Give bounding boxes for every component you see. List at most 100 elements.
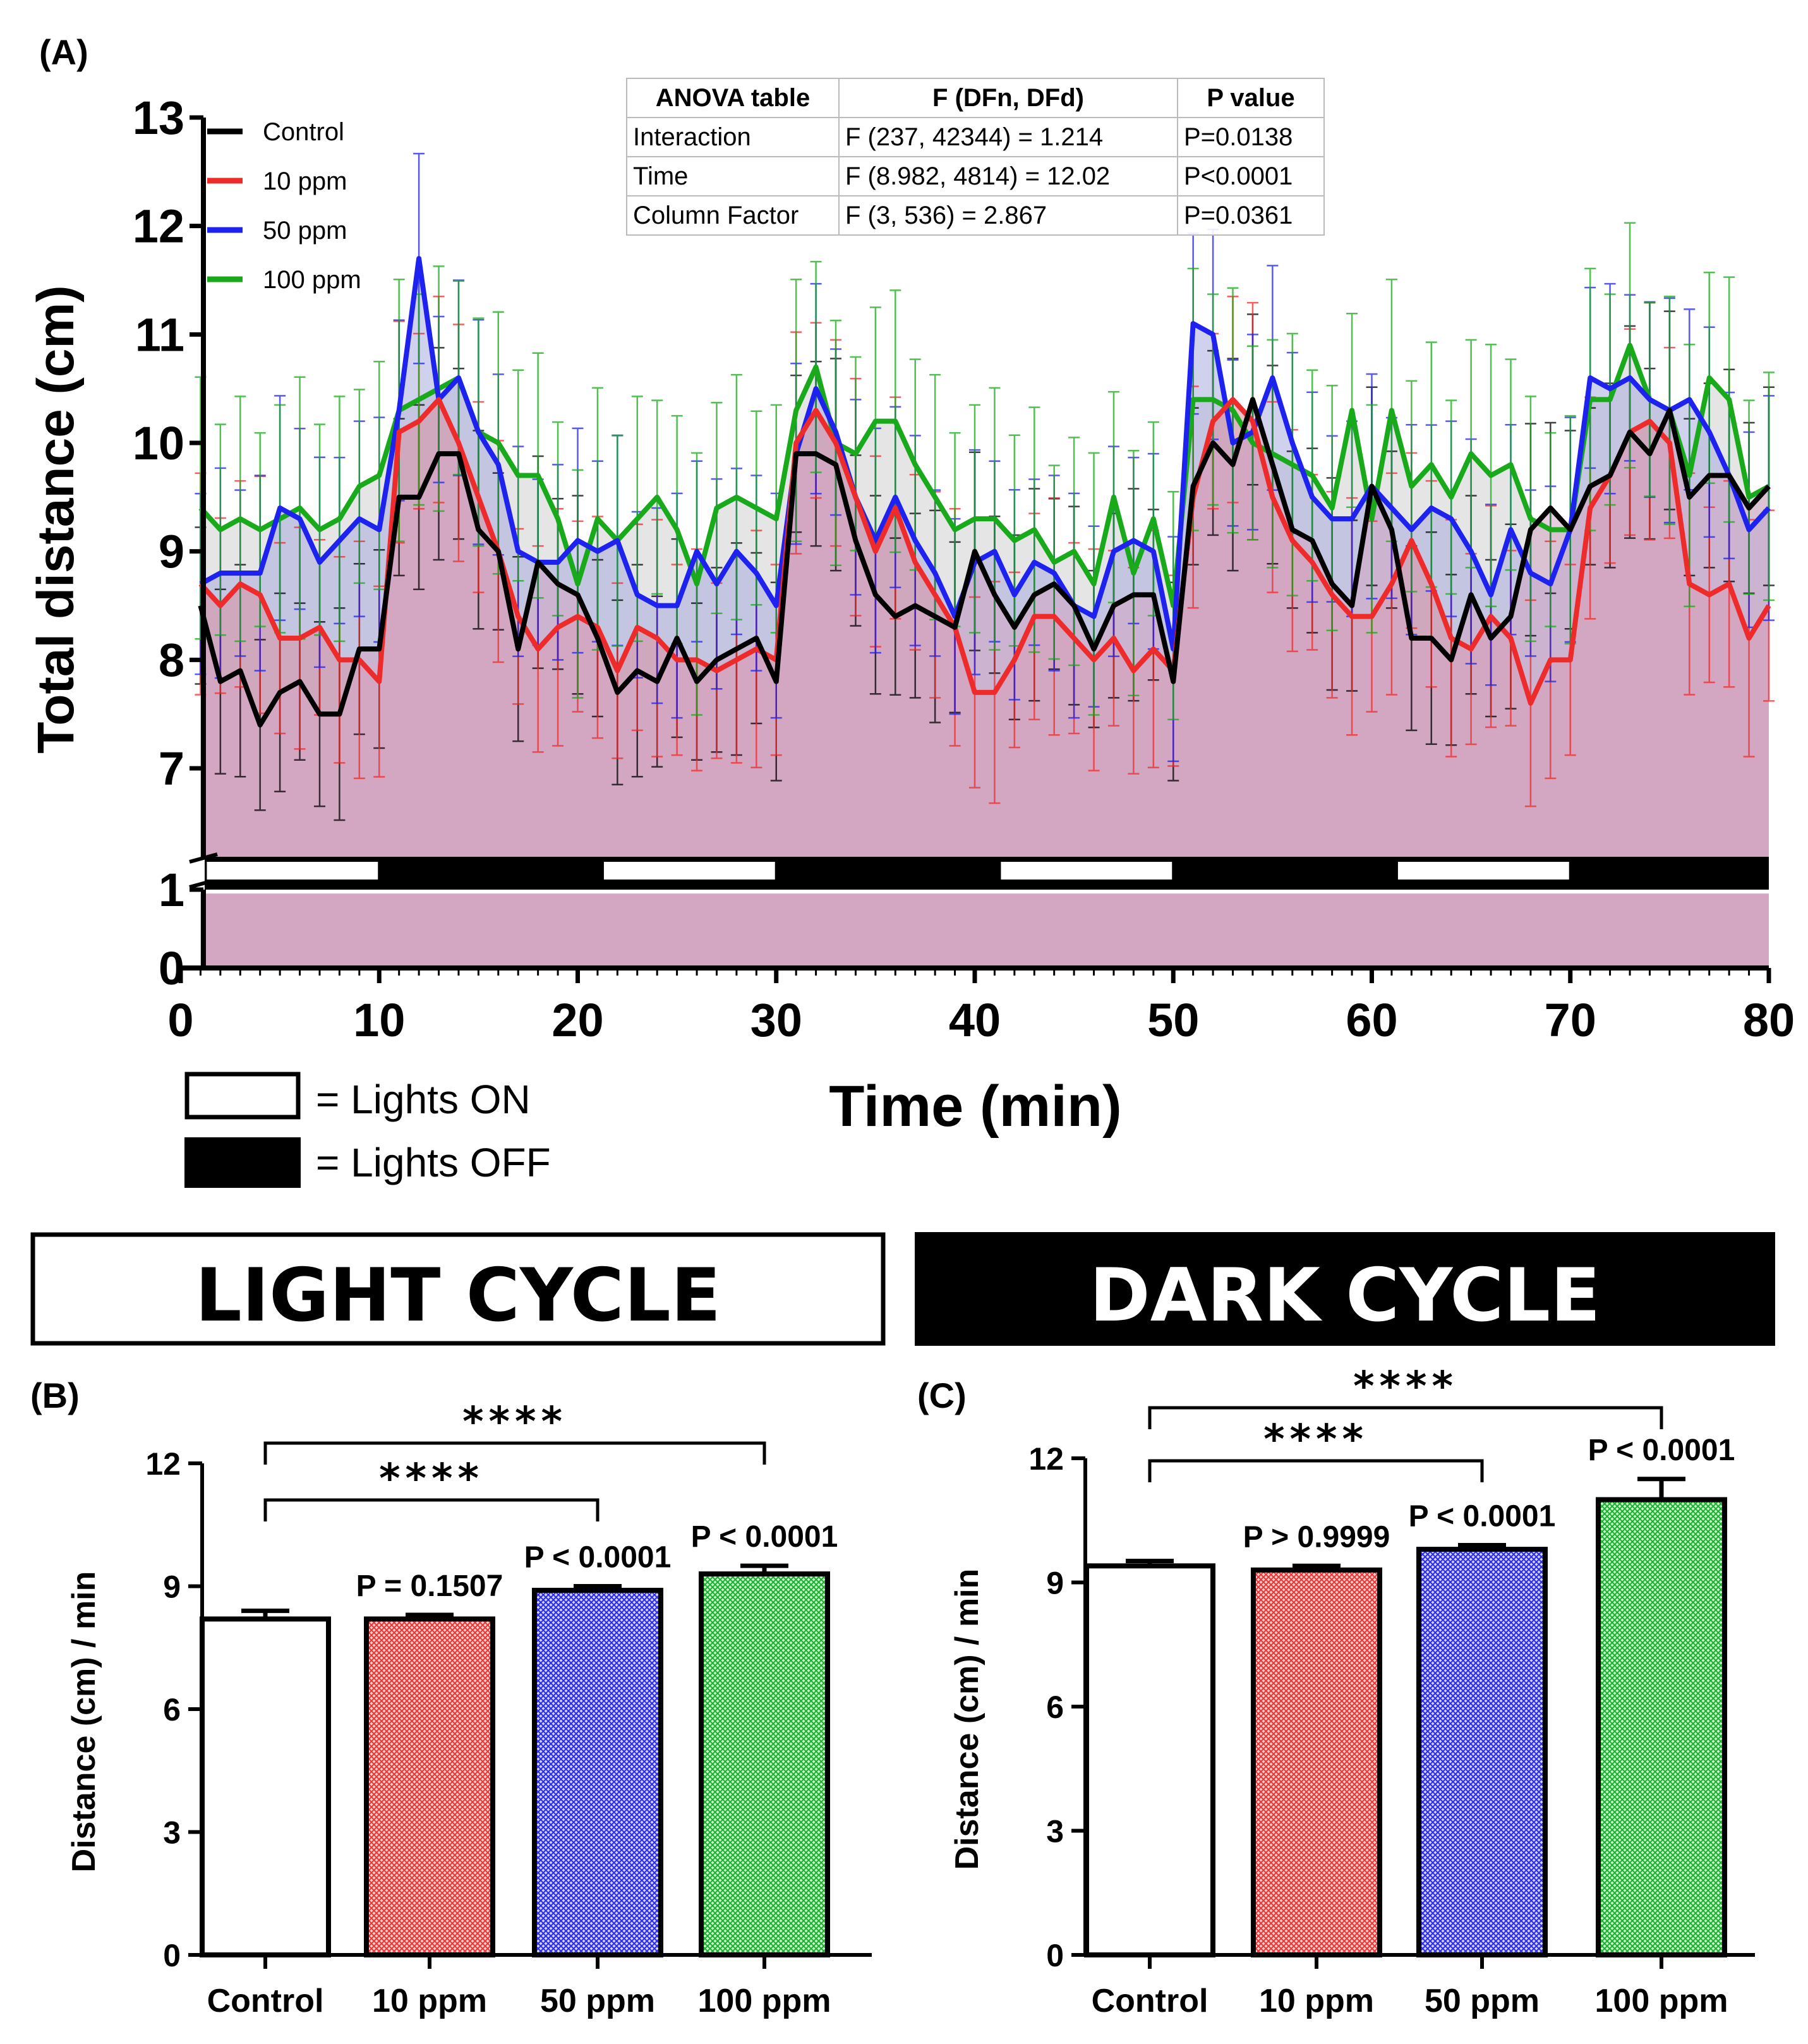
error-bar (1458, 1543, 1506, 1550)
bar-control (1084, 1563, 1215, 1958)
bar-10-ppm (1251, 1567, 1382, 1958)
p-value-label: P < 0.0001 (524, 1541, 672, 1575)
y-axis-title: Total distance (cm) (27, 285, 85, 753)
table-cell: Time (633, 162, 688, 190)
y-tick-label: 13 (133, 92, 184, 144)
y-axis-title: Distance (cm) / min (66, 1571, 102, 1873)
x-tick-label: 20 (551, 994, 603, 1046)
table-header-cell: ANOVA table (656, 84, 810, 112)
table-cell: F (8.982, 4814) = 12.02 (845, 162, 1110, 190)
y-tick-label: 10 (133, 417, 184, 469)
series-lines (198, 256, 1771, 728)
error-bar (1637, 1477, 1685, 1500)
dark-cycle-header-box (915, 1232, 1775, 1346)
legend-label: 100 ppm (263, 266, 361, 294)
p-value-label: P < 0.0001 (691, 1520, 838, 1554)
x-tick-label: 0 (167, 994, 193, 1046)
y-tick-label: 12 (145, 1446, 181, 1482)
bar-100-ppm (699, 1571, 830, 1958)
lights-on-block (603, 862, 775, 880)
anova-table: ANOVA table F (DFn, DFd) P value Interactio… (626, 78, 1325, 236)
y-axis-title: Distance (cm) / min (949, 1569, 985, 1870)
legend-label: 10 ppm (263, 167, 347, 195)
significance-stars: **** (1263, 1417, 1368, 1463)
x-tick-label: 80 (1743, 994, 1795, 1046)
light-cycle-header: LIGHT CYCLE (195, 1253, 721, 1338)
significance-stars: **** (379, 1456, 484, 1503)
x-tick-label: Control (1092, 1983, 1208, 2019)
legend-label: 50 ppm (263, 217, 347, 245)
x-tick-label: 10 (353, 994, 405, 1046)
y-tick-label: 9 (163, 1569, 181, 1605)
table-cell: P<0.0001 (1184, 162, 1293, 190)
x-tick-label: 30 (750, 994, 802, 1046)
x-tick-label: 100 ppm (698, 1983, 831, 2019)
x-tick-label: 10 ppm (1259, 1983, 1374, 2019)
table-header-cell: P value (1207, 84, 1294, 112)
x-tick-label: 100 ppm (1595, 1983, 1728, 2019)
series-line-50-ppm (199, 256, 1771, 652)
error-bar (1126, 1558, 1174, 1566)
bar-50-ppm (1416, 1547, 1548, 1958)
error-bar (406, 1612, 454, 1619)
y-tick-label: 7 (159, 742, 184, 795)
table-cell: P=0.0361 (1184, 202, 1293, 229)
p-value-label: P > 0.9999 (1243, 1520, 1390, 1554)
light-cycle-header-box (30, 1232, 886, 1346)
panel-label-a: (A) (39, 32, 88, 72)
table-cell: P=0.0138 (1184, 123, 1293, 151)
lights-off-label: = Lights OFF (316, 1140, 551, 1185)
p-value-label: P < 0.0001 (1409, 1500, 1556, 1533)
y-tick-label: 6 (163, 1692, 181, 1727)
lights-on-label: = Lights ON (316, 1077, 531, 1122)
legend: Control 10 ppm 50 ppm 100 ppm (207, 118, 361, 294)
significance-bracket (1148, 1406, 1663, 1429)
bar-chart-dark: 0 3 6 9 12 Distance (cm) / min Control 10 ppm P … (949, 1364, 1755, 2019)
legend-label: Control (263, 118, 344, 146)
x-tick-label: 60 (1346, 994, 1397, 1046)
error-bar (574, 1584, 622, 1590)
p-value-label: P = 0.1507 (356, 1569, 503, 1603)
x-tick-label: 70 (1545, 994, 1596, 1046)
y-tick-label: 9 (159, 526, 184, 578)
lights-on-block (207, 862, 378, 880)
lights-on-block (1001, 862, 1172, 880)
p-value-label: P < 0.0001 (1588, 1434, 1735, 1467)
area-fill-control (200, 399, 1769, 725)
significance-stars: **** (1353, 1364, 1458, 1410)
bar-50-ppm (532, 1587, 663, 1958)
bar-control (200, 1616, 331, 1958)
y-tick-label: 11 (135, 308, 184, 361)
x-tick-label: 50 ppm (1425, 1983, 1540, 2019)
significance-bracket (1148, 1459, 1484, 1482)
area-fill-base (200, 432, 1769, 857)
x-axis-title: Time (min) (829, 1074, 1121, 1139)
y-tick-label: 3 (1046, 1814, 1064, 1849)
x-tick-label: 50 (1147, 994, 1199, 1046)
significance-bracket (263, 1498, 600, 1521)
x-tick-label: 40 (949, 994, 1001, 1046)
bar-10-ppm (364, 1616, 495, 1958)
panel-label-b: (B) (30, 1376, 80, 1415)
y-tick-label: 6 (1046, 1690, 1064, 1725)
error-bar (241, 1608, 289, 1619)
significance-stars: **** (462, 1399, 567, 1446)
x-tick-label: 10 ppm (372, 1983, 487, 2019)
area-fill-lower (200, 893, 1769, 968)
y-tick-label: 12 (1028, 1441, 1064, 1477)
table-cell: Interaction (633, 123, 751, 151)
series-line-10-ppm (198, 397, 1771, 706)
series-line-control (198, 397, 1771, 728)
bar-chart-light: 0 3 6 9 12 Distance (cm) / min Control 10 ppm P … (66, 1399, 872, 2019)
dark-cycle-header: DARK CYCLE (1090, 1253, 1601, 1338)
x-tick-label: 50 ppm (540, 1983, 655, 2019)
y-tick-label: 12 (133, 200, 184, 253)
y-tick-label: 0 (1046, 1938, 1064, 1973)
y-tick-label: 0 (163, 1938, 181, 1973)
error-bar (1293, 1563, 1341, 1570)
table-header-cell: F (DFn, DFd) (932, 84, 1084, 112)
table-col-line (838, 78, 1178, 235)
y-tick-label: 3 (163, 1815, 181, 1851)
